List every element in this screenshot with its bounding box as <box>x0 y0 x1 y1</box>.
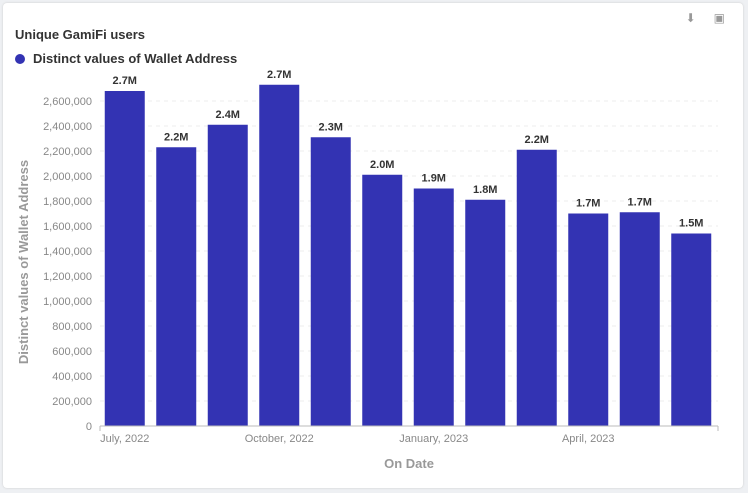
bar[interactable] <box>413 188 454 427</box>
y-tick-label: 600,000 <box>52 346 92 358</box>
data-label: 2.4M <box>216 109 240 121</box>
data-label: 1.7M <box>576 198 600 210</box>
y-tick-label: 2,200,000 <box>43 146 92 158</box>
x-tick-label: April, 2023 <box>562 433 615 445</box>
legend-item[interactable]: Distinct values of Wallet Address <box>15 51 237 66</box>
data-label: 1.9M <box>422 173 446 185</box>
bar[interactable] <box>619 212 660 426</box>
y-tick-label: 2,000,000 <box>43 171 92 183</box>
data-label: 1.8M <box>473 184 497 196</box>
x-tick-label: July, 2022 <box>100 433 149 445</box>
y-tick-label: 0 <box>86 421 92 433</box>
x-tick-label: January, 2023 <box>399 433 468 445</box>
x-axis-title: On Date <box>384 456 434 471</box>
y-tick-label: 800,000 <box>52 321 92 333</box>
bar[interactable] <box>568 213 609 427</box>
data-label: 2.3M <box>319 121 343 133</box>
y-tick-label: 2,600,000 <box>43 96 92 108</box>
data-label: 2.7M <box>267 69 291 81</box>
y-tick-label: 1,800,000 <box>43 196 92 208</box>
bar[interactable] <box>104 91 145 426</box>
data-label: 2.2M <box>525 134 549 146</box>
bar[interactable] <box>259 84 300 426</box>
bar[interactable] <box>671 233 712 427</box>
legend-dot <box>15 53 25 64</box>
data-label: 2.2M <box>164 131 188 143</box>
bar[interactable] <box>362 174 403 426</box>
bar[interactable] <box>207 124 248 426</box>
bar[interactable] <box>516 149 557 426</box>
y-axis-title: Distinct values of Wallet Address <box>16 160 31 364</box>
data-label: 1.7M <box>628 196 652 208</box>
y-tick-label: 1,400,000 <box>43 246 92 258</box>
api-icon[interactable]: ▣ <box>713 11 725 25</box>
bar[interactable] <box>310 137 351 426</box>
data-label: 1.5M <box>679 218 703 230</box>
data-label: 2.0M <box>370 159 394 171</box>
y-tick-label: 2,400,000 <box>43 121 92 133</box>
data-label: 2.7M <box>113 75 137 87</box>
x-tick-label: October, 2022 <box>245 433 314 445</box>
y-tick-label: 400,000 <box>52 371 92 383</box>
bar[interactable] <box>465 199 506 426</box>
download-icon[interactable]: ⬇ <box>685 11 696 25</box>
bar[interactable] <box>156 147 197 426</box>
legend-label: Distinct values of Wallet Address <box>33 51 238 66</box>
y-tick-label: 1,600,000 <box>43 221 92 233</box>
y-tick-label: 1,200,000 <box>43 271 92 283</box>
y-tick-label: 200,000 <box>52 396 92 408</box>
y-tick-label: 1,000,000 <box>43 296 92 308</box>
chart-title: Unique GamiFi users <box>15 27 146 42</box>
